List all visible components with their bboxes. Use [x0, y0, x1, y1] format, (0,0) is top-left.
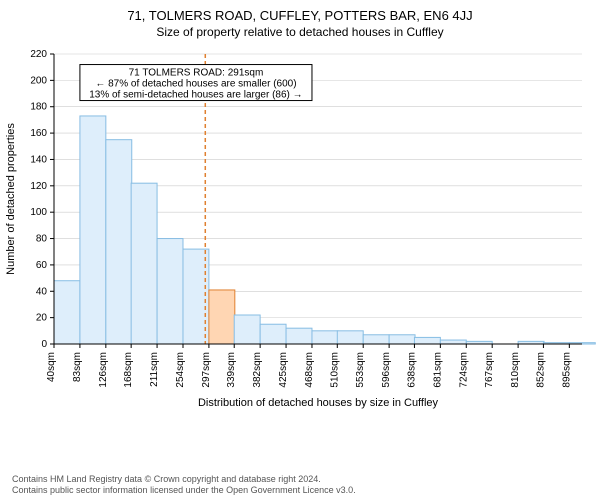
y-tick-label: 40 — [36, 286, 48, 297]
x-tick-label: 126sqm — [98, 352, 109, 388]
y-axis-label: Number of detached properties — [5, 123, 17, 275]
histogram-bar — [157, 239, 183, 344]
y-tick-label: 80 — [36, 234, 48, 245]
histogram-bar — [337, 331, 363, 344]
x-tick-label: 852sqm — [535, 352, 546, 388]
x-tick-label: 254sqm — [175, 352, 186, 388]
x-tick-label: 168sqm — [123, 352, 134, 388]
histogram-bar — [286, 328, 312, 344]
annotation-line-3: 13% of semi-detached houses are larger (… — [89, 90, 302, 101]
x-tick-label: 297sqm — [201, 352, 212, 388]
y-tick-label: 200 — [30, 75, 47, 86]
y-tick-label: 100 — [30, 207, 47, 218]
x-tick-label: 83sqm — [72, 352, 83, 382]
x-tick-label: 681sqm — [432, 352, 443, 388]
y-tick-label: 160 — [30, 128, 47, 139]
annotation-line-2: ← 87% of detached houses are smaller (60… — [95, 79, 296, 90]
histogram-bar — [389, 335, 415, 344]
y-tick-label: 20 — [36, 313, 48, 324]
histogram-bar — [234, 315, 260, 344]
histogram-bar — [131, 183, 157, 344]
histogram-bar — [54, 281, 80, 344]
x-tick-label: 468sqm — [304, 352, 315, 388]
histogram-bar — [260, 324, 286, 344]
histogram-bar — [80, 116, 106, 344]
x-tick-label: 382sqm — [252, 352, 263, 388]
x-tick-label: 510sqm — [329, 352, 340, 388]
x-tick-label: 895sqm — [561, 352, 572, 388]
x-tick-label: 40sqm — [46, 352, 57, 382]
y-tick-label: 140 — [30, 154, 47, 165]
x-tick-label: 638sqm — [406, 352, 417, 388]
x-tick-label: 810sqm — [510, 352, 521, 388]
chart-container: 71, TOLMERS ROAD, CUFFLEY, POTTERS BAR, … — [0, 0, 600, 500]
y-tick-label: 180 — [30, 102, 47, 113]
histogram-bar — [106, 140, 132, 344]
y-tick-label: 60 — [36, 260, 48, 271]
histogram-svg: 0 20 40 60 80 100 120 140 160 180 200 220 40sqm 83sqm… — [0, 44, 600, 424]
x-axis-label: Distribution of detached houses by size … — [198, 397, 439, 409]
y-tick-label: 0 — [41, 339, 47, 350]
footer-line-2: Contains public sector information licen… — [12, 485, 588, 496]
x-tick-label: 596sqm — [381, 352, 392, 388]
x-tick-label: 339sqm — [226, 352, 237, 388]
histogram-bar — [363, 335, 389, 344]
x-tick-label: 724sqm — [458, 352, 469, 388]
x-tick-label: 425sqm — [278, 352, 289, 388]
histogram-bar — [312, 331, 338, 344]
chart-area: 0 20 40 60 80 100 120 140 160 180 200 220 40sqm 83sqm… — [0, 44, 600, 424]
y-tick-label: 120 — [30, 181, 47, 192]
footer-line-1: Contains HM Land Registry data © Crown c… — [12, 474, 588, 485]
page-title: 71, TOLMERS ROAD, CUFFLEY, POTTERS BAR, … — [0, 0, 600, 23]
x-tick-label: 211sqm — [149, 352, 160, 387]
histogram-bar-highlight — [209, 290, 235, 344]
histogram-bar — [414, 337, 440, 344]
annotation-line-1: 71 TOLMERS ROAD: 291sqm — [129, 68, 264, 79]
footer-text: Contains HM Land Registry data © Crown c… — [12, 474, 588, 497]
page-subtitle: Size of property relative to detached ho… — [0, 25, 600, 39]
histogram-bar — [440, 340, 466, 344]
y-tick-label: 220 — [30, 49, 47, 60]
x-tick-label: 767sqm — [484, 352, 495, 388]
x-tick-label: 553sqm — [355, 352, 366, 388]
